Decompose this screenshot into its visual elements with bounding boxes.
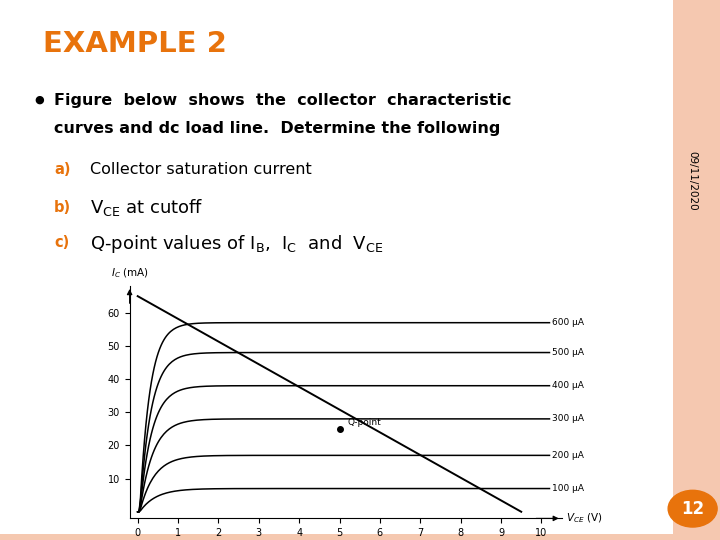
Text: 400 μA: 400 μA <box>552 381 583 390</box>
Text: EXAMPLE 2: EXAMPLE 2 <box>43 30 227 58</box>
Bar <box>673 0 720 540</box>
Text: Q-point: Q-point <box>348 418 382 427</box>
Text: b): b) <box>54 200 71 215</box>
Text: $\mathregular{V_{CE}}$ at cutoff: $\mathregular{V_{CE}}$ at cutoff <box>90 197 204 218</box>
Text: $I_C$ (mA): $I_C$ (mA) <box>111 266 148 280</box>
Text: a): a) <box>54 162 71 177</box>
Text: Q-point values of $\mathregular{I_B}$,  $\mathregular{I_C}$  and  $\mathregular{: Q-point values of $\mathregular{I_B}$, $… <box>90 233 383 255</box>
Text: 200 μA: 200 μA <box>552 451 583 460</box>
Text: ●: ● <box>35 94 45 105</box>
Bar <box>0 534 673 540</box>
Text: 09/11/2020: 09/11/2020 <box>687 151 697 211</box>
Text: 500 μA: 500 μA <box>552 348 583 357</box>
Text: $V_{CE}$ (V): $V_{CE}$ (V) <box>566 511 602 525</box>
Circle shape <box>668 490 717 527</box>
Text: 300 μA: 300 μA <box>552 414 583 423</box>
Text: 12: 12 <box>681 500 704 518</box>
Text: 600 μA: 600 μA <box>552 318 583 327</box>
Text: Collector saturation current: Collector saturation current <box>90 162 312 177</box>
Text: c): c) <box>54 235 69 250</box>
Text: curves and dc load line.  Determine the following: curves and dc load line. Determine the f… <box>54 122 500 137</box>
Text: Figure  below  shows  the  collector  characteristic: Figure below shows the collector charact… <box>54 93 511 108</box>
Text: 100 μA: 100 μA <box>552 484 583 493</box>
